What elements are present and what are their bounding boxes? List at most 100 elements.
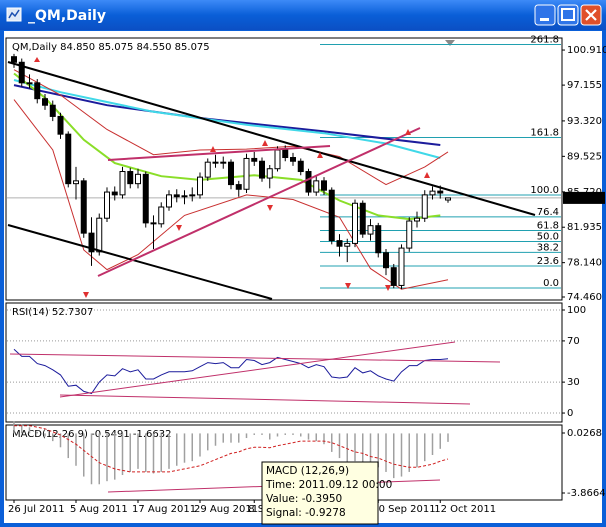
- tooltip-title: MACD (12,26,9): [266, 465, 349, 477]
- macd-bar: [261, 433, 263, 435]
- rsi-line-drawn: [59, 341, 456, 398]
- minimize-button[interactable]: [534, 4, 556, 26]
- macd-bar: [44, 433, 46, 437]
- candle-body: [359, 202, 366, 235]
- macd-bar: [385, 433, 387, 472]
- candle-body: [119, 171, 126, 196]
- candle-body: [321, 180, 327, 191]
- macd-bar: [199, 433, 201, 457]
- macd-bar: [52, 433, 54, 442]
- macd-bar: [191, 433, 193, 462]
- candle-body: [42, 98, 48, 106]
- macd-bar: [21, 424, 23, 434]
- candle-body: [80, 180, 87, 234]
- candle-body: [259, 160, 265, 179]
- candle-body: [173, 194, 180, 198]
- signal-line: [14, 425, 449, 473]
- macd-bar: [276, 433, 279, 437]
- macd-bar: [431, 433, 434, 455]
- candle-body: [11, 56, 17, 63]
- arrow: [262, 140, 268, 146]
- y-tick-label: -3.8664: [567, 488, 606, 499]
- arrow: [424, 172, 430, 178]
- macd-bar: [176, 433, 178, 466]
- macd-bar: [245, 433, 248, 439]
- close-icon: [585, 9, 597, 21]
- candle-body: [406, 220, 413, 249]
- x-tick-label: 17 Aug 2011: [132, 504, 196, 515]
- macd-bar: [207, 433, 209, 451]
- macd-bar: [230, 433, 232, 443]
- macd-bar: [439, 433, 441, 449]
- candle-body: [127, 171, 134, 185]
- arrow: [83, 292, 89, 298]
- macd-bar: [393, 433, 395, 479]
- candle-body: [197, 176, 203, 196]
- fib-label: 100.0: [530, 185, 559, 196]
- macd-bar: [416, 433, 418, 468]
- macd-bar: [98, 433, 100, 485]
- arrow: [317, 152, 323, 158]
- macd-bar: [408, 433, 410, 472]
- macd-bar: [59, 433, 62, 448]
- candle-body: [111, 191, 118, 196]
- window-icon-graph: [8, 9, 20, 19]
- macd-bar: [13, 421, 15, 434]
- candle-body: [352, 202, 358, 244]
- candle-body: [445, 197, 451, 201]
- candle-body: [204, 161, 211, 178]
- rsi-line-drawn: [9, 353, 501, 363]
- arrow: [405, 129, 411, 135]
- candle-body: [383, 252, 389, 269]
- chart-area: [4, 31, 602, 523]
- pink-line: [107, 145, 331, 161]
- macd-bar: [292, 433, 294, 435]
- macd-bar: [307, 433, 310, 440]
- candle-body: [18, 61, 25, 84]
- macd-bar: [323, 433, 325, 445]
- candle-body: [367, 225, 374, 235]
- candle-body: [88, 232, 95, 253]
- y-tick-label: 0.0268: [567, 428, 602, 439]
- macd-bar: [67, 433, 69, 459]
- candle-body: [282, 149, 289, 159]
- macd-bar: [362, 433, 364, 465]
- macd-bar: [114, 433, 116, 480]
- fib-label: 23.6: [537, 256, 559, 267]
- candle-body: [437, 190, 444, 194]
- candle-body: [336, 240, 343, 247]
- pink-line: [97, 127, 421, 277]
- candle-body: [251, 157, 258, 162]
- macd-bar: [400, 433, 403, 477]
- y-tick-label: 97.155: [567, 80, 602, 91]
- x-tick-label: 12 Oct 2011: [434, 504, 496, 515]
- macd-bar: [214, 433, 217, 446]
- macd-bar: [284, 433, 286, 435]
- channel-upper: [7, 61, 536, 216]
- x-tick-label: 26 Jul 2011: [8, 504, 65, 515]
- tooltip-value: Value: -0.3950: [266, 493, 342, 505]
- candle-body: [220, 161, 227, 164]
- macd-bar: [424, 433, 426, 462]
- candle-body: [390, 267, 397, 286]
- macd-bar: [145, 433, 147, 472]
- candle-body: [305, 171, 312, 193]
- tooltip: MACD (12,26,9) Time: 2011.09.12 00:00 Va…: [261, 461, 392, 525]
- candle-body: [34, 82, 41, 100]
- macd-bar: [222, 433, 224, 443]
- macd-bar: [106, 433, 108, 482]
- macd-bar: [346, 433, 348, 463]
- candle-body: [429, 190, 436, 196]
- macd-bar: [269, 433, 271, 440]
- macd-bar: [137, 433, 139, 469]
- candle-body: [135, 173, 141, 185]
- last-price-box: [563, 191, 605, 204]
- last-price-label: 85.075: [566, 193, 601, 204]
- y-tick-label: 78.140: [567, 258, 602, 269]
- arrow: [345, 283, 351, 289]
- fib-label: 261.8: [530, 34, 559, 45]
- macd-bar: [377, 433, 379, 468]
- tooltip-signal: Signal: -0.9278: [266, 507, 346, 519]
- candle-body: [104, 191, 110, 219]
- maximize-icon: [561, 8, 575, 21]
